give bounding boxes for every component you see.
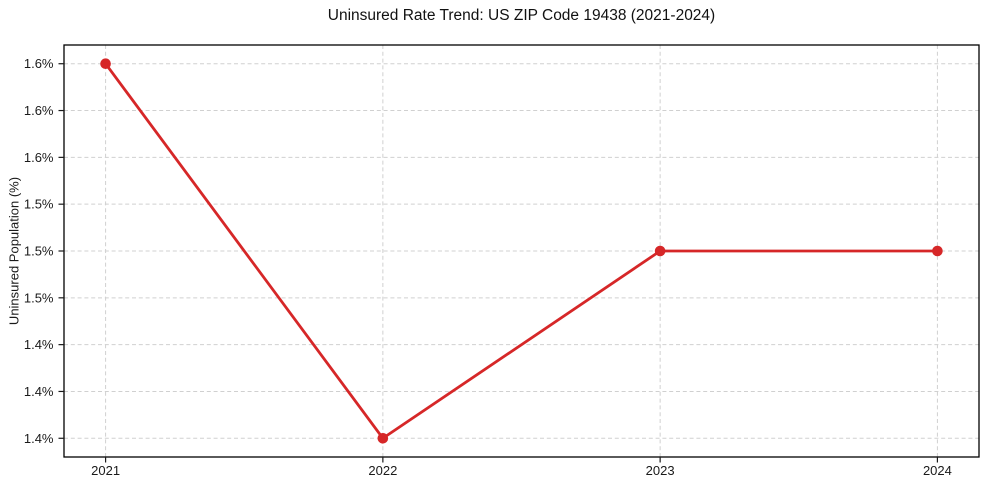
data-point-2021 [100, 58, 111, 70]
y-tick-label: 1.6% [24, 103, 54, 118]
y-tick-label: 1.4% [24, 337, 54, 352]
y-tick-label: 1.5% [24, 290, 54, 305]
data-point-2024 [932, 245, 943, 257]
y-tick-label: 1.6% [24, 56, 54, 71]
x-tick-label: 2022 [368, 463, 397, 478]
x-tick-label: 2024 [923, 463, 952, 478]
x-tick-label: 2023 [646, 463, 675, 478]
y-tick-label: 1.5% [24, 197, 54, 212]
data-point-2022 [377, 432, 389, 444]
plot-area: 2021 2022 2023 2024 1.4% 1.4% 1.4% 1.5% 1.5% 1.5%… [24, 44, 980, 478]
y-tick-label: 1.6% [24, 150, 54, 165]
y-tick-label: 1.4% [24, 431, 54, 446]
y-tick-label: 1.5% [24, 244, 54, 259]
trend-line [104, 62, 939, 440]
x-tick-label: 2021 [91, 463, 120, 478]
data-point-2023 [654, 245, 666, 257]
chart-title: Uninsured Rate Trend: US ZIP Code 19438 … [327, 7, 716, 24]
y-tick-label: 1.4% [24, 384, 54, 399]
